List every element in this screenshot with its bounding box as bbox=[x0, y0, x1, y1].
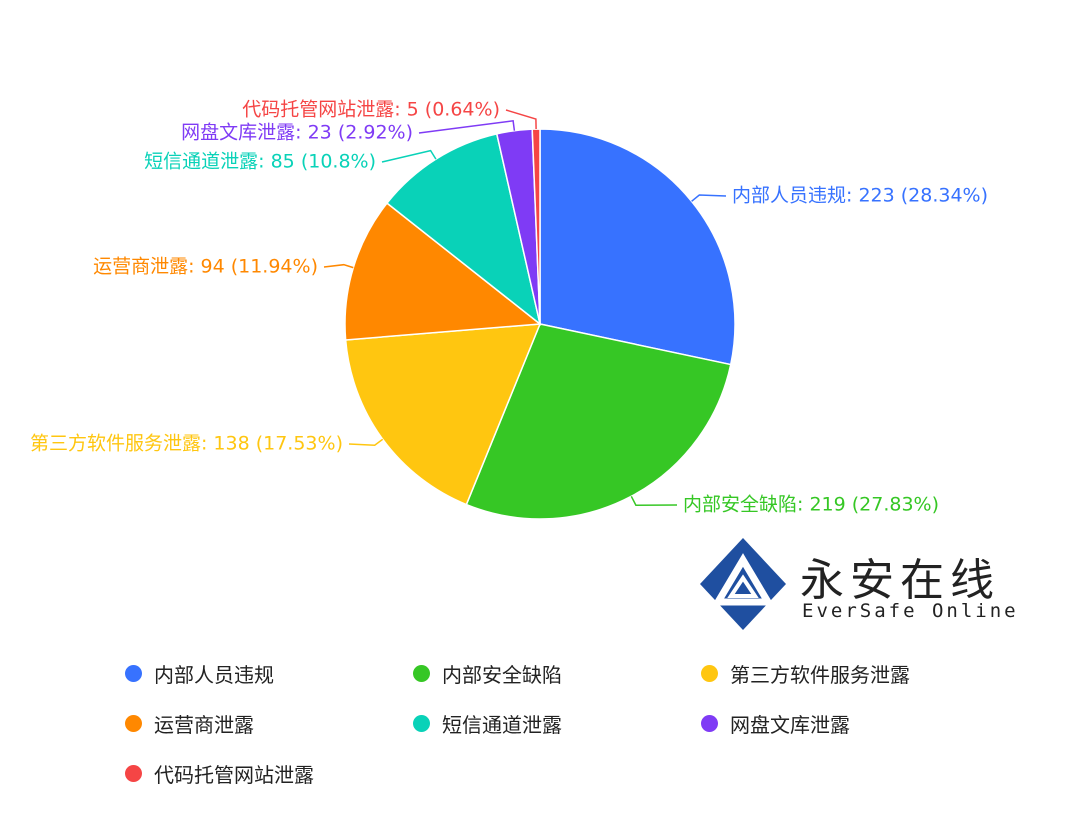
label-leader-line bbox=[691, 194, 727, 202]
label-leader-line bbox=[505, 109, 537, 130]
pie-slice[interactable] bbox=[531, 128, 541, 325]
slice-data-label: 代码托管网站泄露: 5 (0.64%) bbox=[242, 99, 500, 121]
label-leader-line bbox=[348, 438, 384, 446]
pie-slice[interactable] bbox=[344, 202, 542, 341]
slice-data-label: 第三方软件服务泄露: 138 (17.53%) bbox=[30, 433, 343, 455]
pie-slice[interactable] bbox=[539, 128, 736, 366]
label-leader-line bbox=[381, 149, 437, 163]
label-leader-line bbox=[418, 119, 516, 134]
logo-mark-icon bbox=[700, 538, 786, 630]
slice-data-label: 内部人员违规: 223 (28.34%) bbox=[732, 185, 988, 207]
logo-name-cn: 永安在线 bbox=[800, 555, 1000, 606]
slice-data-label: 运营商泄露: 94 (11.94%) bbox=[93, 256, 318, 278]
logo-name-en: EverSafe Online bbox=[802, 600, 1019, 622]
slice-data-label: 短信通道泄露: 85 (10.8%) bbox=[144, 151, 376, 173]
label-leader-line bbox=[323, 263, 354, 269]
brand-logo: 永安在线 EverSafe Online bbox=[698, 536, 1018, 636]
pie-slice[interactable] bbox=[385, 132, 542, 326]
slice-data-label: 网盘文库泄露: 23 (2.92%) bbox=[181, 122, 413, 144]
pie-slice[interactable] bbox=[344, 323, 542, 506]
label-leader-line bbox=[630, 495, 678, 506]
slice-data-label: 内部安全缺陷: 219 (27.83%) bbox=[683, 494, 939, 516]
